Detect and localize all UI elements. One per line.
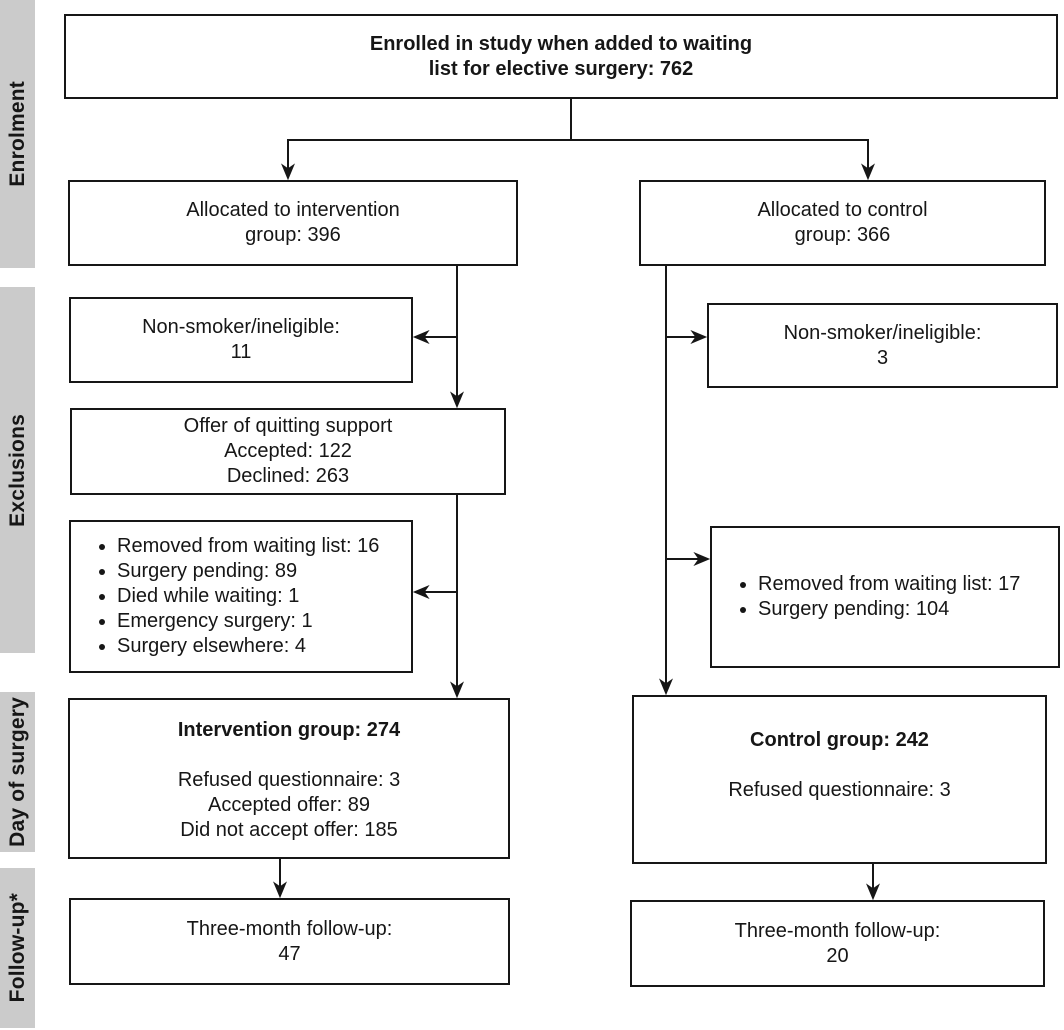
followup-control-line-2: 20: [826, 944, 849, 967]
offer-line-3: Declined: 263: [226, 465, 350, 487]
nonsmoker-intervention-line-1: Non-smoker/ineligible:: [142, 316, 340, 338]
allocated-intervention-line-1: Allocated to intervention: [186, 199, 400, 221]
followup-intervention-line-2: 47: [278, 942, 301, 965]
offer-line-2: Accepted: 122: [224, 440, 352, 462]
stage-band-day-of-surgery: Day of surgery: [0, 692, 35, 852]
box-excluded-intervention: Removed from waiting list: 16 Surgery pe…: [69, 520, 413, 673]
excluded-intervention-item: Surgery elsewhere: 4: [117, 634, 379, 659]
stage-label-day-of-surgery: Day of surgery: [5, 697, 29, 847]
allocated-control-line-1: Allocated to control: [757, 199, 928, 221]
excluded-intervention-item: Died while waiting: 1: [117, 584, 379, 609]
excluded-intervention-item: Surgery pending: 89: [117, 559, 379, 584]
excluded-control-item: Surgery pending: 104: [758, 597, 1020, 622]
nonsmoker-intervention-line-2: 11: [230, 341, 252, 363]
followup-control-line-1: Three-month follow-up:: [734, 919, 941, 942]
enrolled-line-1: Enrolled in study when added to waiting: [369, 32, 753, 55]
box-allocated-control: Allocated to control group: 366: [639, 180, 1046, 266]
excluded-control-item: Removed from waiting list: 17: [758, 572, 1020, 597]
stage-label-follow-up: Follow-up*: [5, 893, 29, 1003]
intervention-group-title: Intervention group: 274: [177, 719, 401, 741]
intervention-group-line-3: Did not accept offer: 185: [180, 819, 398, 841]
allocated-intervention-line-2: group: 396: [245, 224, 341, 246]
stage-band-enrolment: Enrolment: [0, 0, 35, 268]
stage-label-exclusions: Exclusions: [5, 413, 29, 527]
excluded-intervention-item: Removed from waiting list: 16: [117, 534, 379, 559]
intervention-group-line-2: Accepted offer: 89: [208, 794, 370, 816]
excluded-intervention-item: Emergency surgery: 1: [117, 609, 379, 634]
followup-intervention-line-1: Three-month follow-up:: [186, 917, 393, 940]
box-followup-control: Three-month follow-up: 20: [630, 900, 1045, 987]
offer-line-1: Offer of quitting support: [183, 415, 393, 437]
box-intervention-group: Intervention group: 274 Refused question…: [68, 698, 510, 859]
stage-band-exclusions: Exclusions: [0, 287, 35, 653]
stage-band-follow-up: Follow-up*: [0, 868, 35, 1028]
excluded-control-list: Removed from waiting list: 17 Surgery pe…: [724, 572, 1020, 622]
nonsmoker-control-line-1: Non-smoker/ineligible:: [783, 321, 982, 344]
excluded-intervention-list: Removed from waiting list: 16 Surgery pe…: [83, 534, 379, 659]
control-group-title: Control group: 242: [750, 729, 929, 751]
intervention-group-line-1: Refused questionnaire: 3: [177, 769, 401, 791]
box-nonsmoker-control: Non-smoker/ineligible: 3: [707, 303, 1058, 388]
nonsmoker-control-line-2: 3: [876, 346, 889, 369]
box-nonsmoker-intervention: Non-smoker/ineligible: 11: [69, 297, 413, 383]
enrolled-line-2: list for elective surgery: 762: [428, 57, 694, 80]
box-followup-intervention: Three-month follow-up: 47: [69, 898, 510, 985]
control-group-line-1: Refused questionnaire: 3: [728, 779, 951, 801]
allocated-control-line-2: group: 366: [794, 224, 891, 246]
connector-enrolled-split: [288, 99, 868, 141]
box-offer-quitting-support: Offer of quitting support Accepted: 122 …: [70, 408, 506, 495]
box-allocated-intervention: Allocated to intervention group: 396: [68, 180, 518, 266]
stage-label-enrolment: Enrolment: [5, 81, 29, 187]
box-control-group: Control group: 242 Refused questionnaire…: [632, 695, 1047, 864]
box-excluded-control: Removed from waiting list: 17 Surgery pe…: [710, 526, 1060, 668]
box-enrolled: Enrolled in study when added to waiting …: [64, 14, 1058, 99]
